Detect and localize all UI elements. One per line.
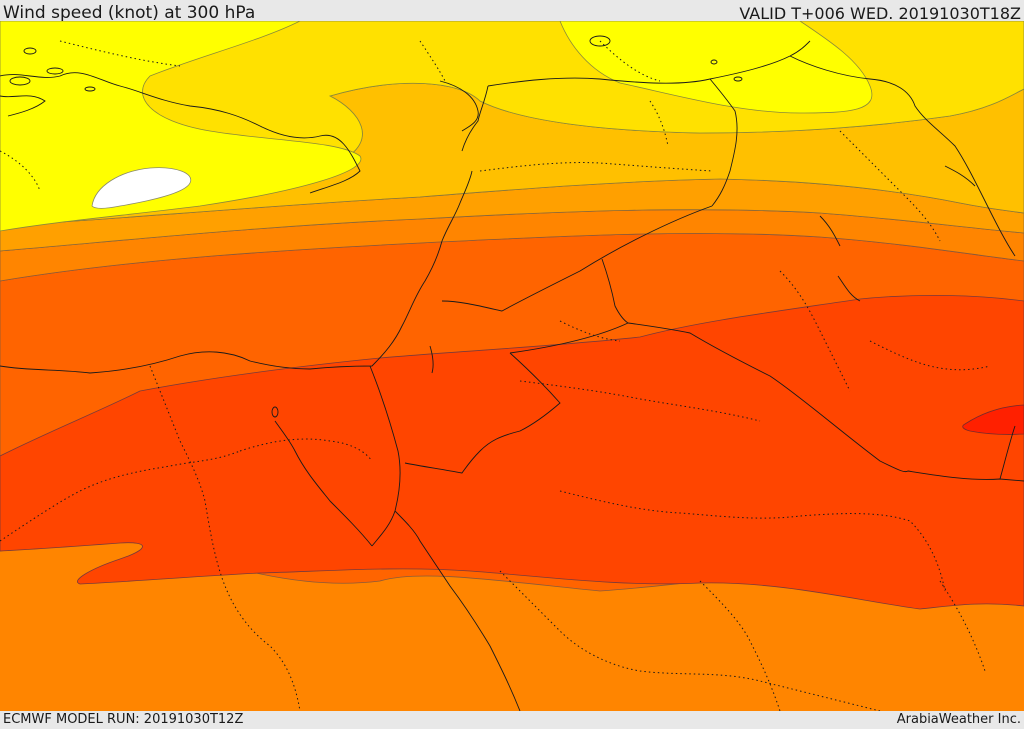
country-borders: [404, 40, 1024, 482]
model-run: ECMWF MODEL RUN: 20191030T12Z: [3, 712, 244, 727]
header-bar: Wind speed (knot) at 300 hPa VALID T+006…: [0, 0, 1024, 23]
footer-bar: ECMWF MODEL RUN: 20191030T12Z ArabiaWeat…: [0, 711, 1024, 729]
band-yellow-light-west: [0, 21, 362, 232]
province-boundaries: [0, 40, 991, 711]
credit: ArabiaWeather Inc.: [896, 712, 1021, 727]
map-title: Wind speed (knot) at 300 hPa: [3, 3, 256, 23]
coastlines: [0, 55, 1016, 711]
band-white: [91, 167, 192, 209]
valid-time: VALID T+006 WED. 20191030T18Z: [739, 4, 1021, 23]
band-red-spot: [962, 404, 1024, 435]
islands: [9, 35, 743, 418]
band-yellow-light-east: [559, 21, 873, 114]
wind-speed-map[interactable]: [0, 21, 1024, 711]
map-svg: [0, 21, 1024, 711]
